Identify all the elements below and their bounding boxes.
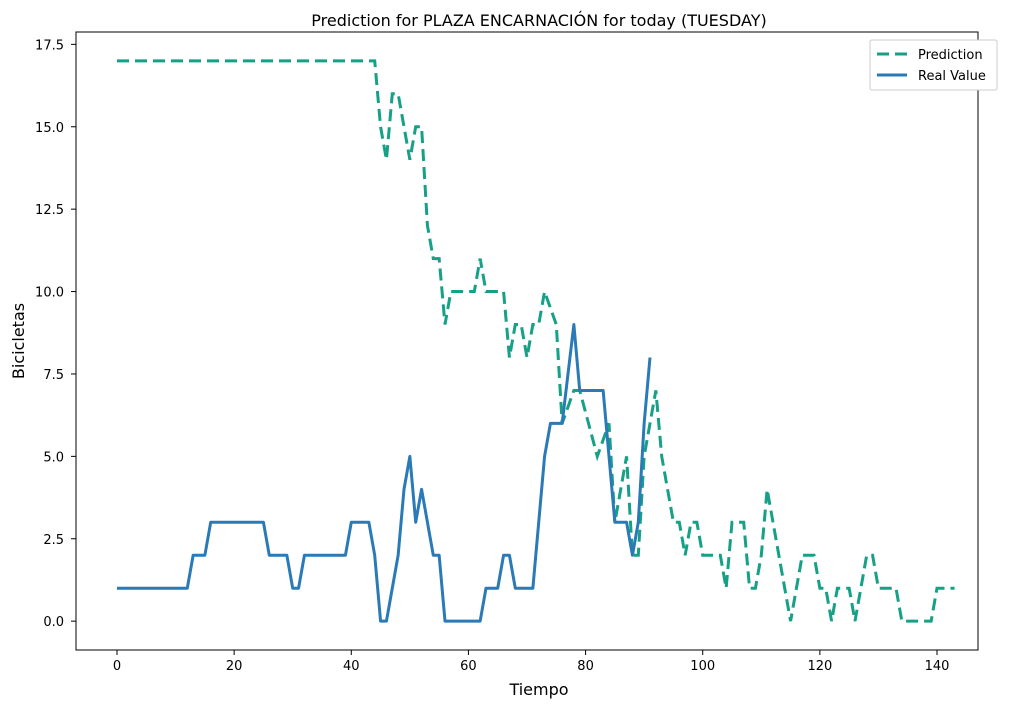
chart-title: Prediction for PLAZA ENCARNACIÓN for tod… bbox=[311, 11, 766, 30]
x-tick-label: 80 bbox=[577, 659, 594, 674]
plot-frame bbox=[75, 31, 979, 651]
y-tick-label: 5.0 bbox=[43, 450, 64, 465]
plot-background bbox=[76, 32, 978, 650]
y-tick-label: 12.5 bbox=[35, 203, 64, 218]
y-axis-ticks: 0.0 2.5 5.0 7.5 10.0 12.5 15.0 17.5 bbox=[35, 38, 76, 630]
y-tick-label: 15.0 bbox=[35, 121, 64, 136]
x-tick-label: 20 bbox=[226, 659, 243, 674]
series-layer bbox=[117, 59, 955, 623]
x-tick-label: 0 bbox=[113, 659, 121, 674]
y-axis-title: Bicicletas bbox=[9, 303, 28, 379]
x-tick-label: 140 bbox=[925, 659, 950, 674]
y-tick-label: 10.0 bbox=[35, 286, 64, 301]
x-tick-label: 120 bbox=[807, 659, 832, 674]
legend: Prediction Real Value bbox=[869, 39, 998, 91]
x-axis-title: Tiempo bbox=[508, 680, 568, 699]
y-tick-label: 0.0 bbox=[43, 615, 64, 630]
series-line-prediction bbox=[117, 59, 955, 623]
series-line-real-value bbox=[117, 323, 652, 623]
legend-label-prediction: Prediction bbox=[918, 48, 983, 63]
x-tick-label: 60 bbox=[460, 659, 477, 674]
y-tick-label: 7.5 bbox=[43, 368, 64, 383]
y-tick-label: 17.5 bbox=[35, 38, 64, 53]
y-tick-label: 2.5 bbox=[43, 533, 64, 548]
legend-label-real-value: Real Value bbox=[918, 69, 986, 84]
x-tick-label: 40 bbox=[343, 659, 360, 674]
x-tick-label: 100 bbox=[690, 659, 715, 674]
x-axis-ticks: 0 20 40 60 80 100 120 140 bbox=[113, 650, 950, 674]
